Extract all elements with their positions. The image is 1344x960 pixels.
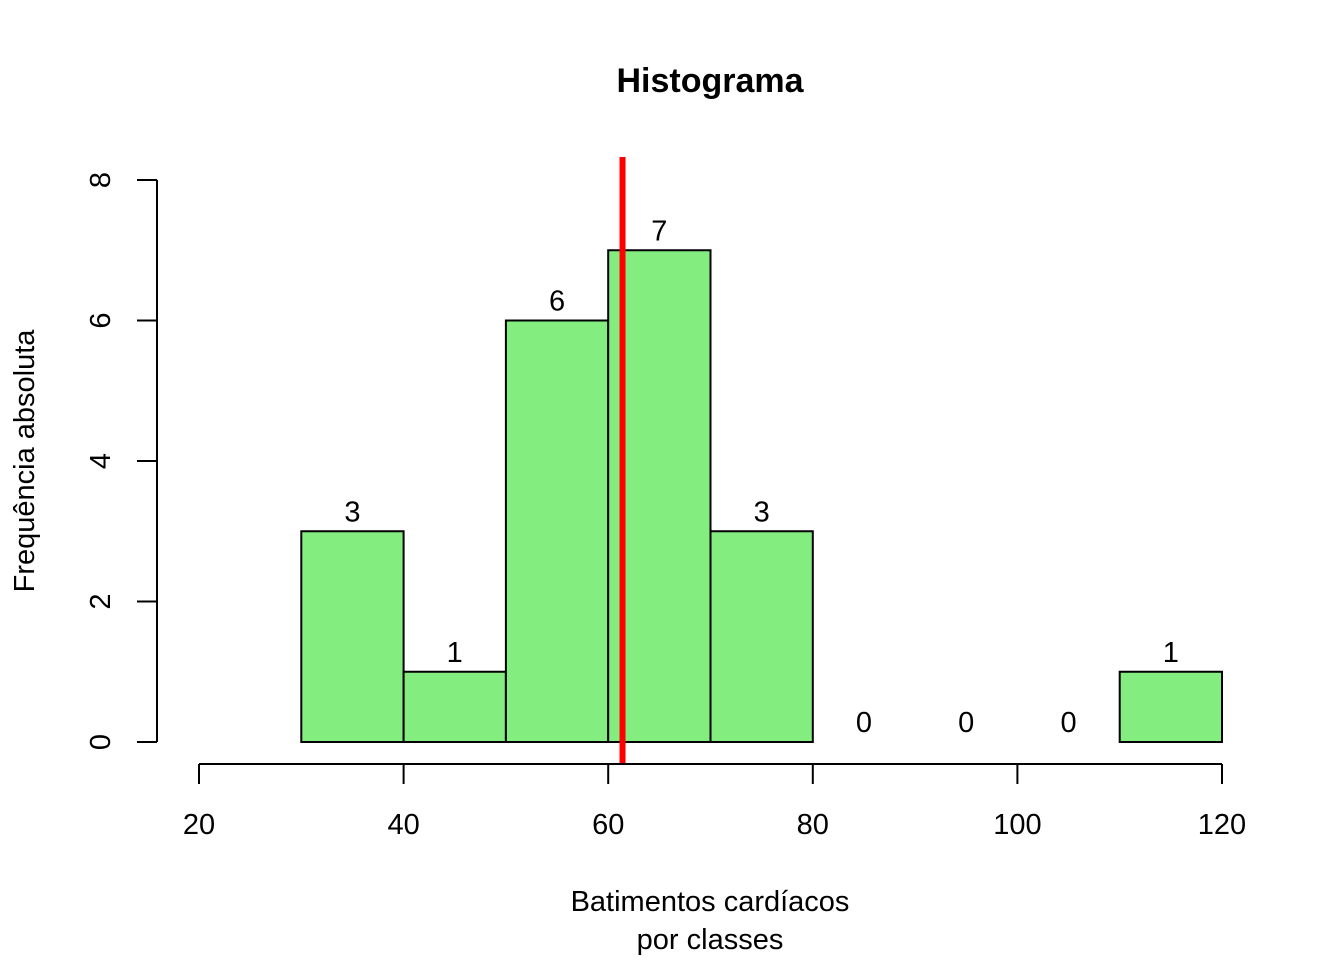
bar-count-label: 0 [1060, 707, 1076, 739]
bar-count-label: 0 [856, 707, 872, 739]
histogram-bar [1118, 670, 1223, 743]
bar-count-label: 1 [1163, 637, 1179, 669]
y-tick-label: 8 [85, 172, 117, 188]
x-tick-label: 100 [993, 809, 1041, 841]
bar-count-label: 0 [958, 707, 974, 739]
y-axis-label: Frequência absoluta [9, 329, 41, 593]
bar-count-label: 1 [447, 637, 463, 669]
x-tick-label: 80 [797, 809, 829, 841]
histogram-bar [709, 530, 814, 743]
x-tick-label: 60 [592, 809, 624, 841]
histogram-bar [402, 670, 507, 743]
x-tick-label: 120 [1198, 809, 1246, 841]
histogram-bar [300, 530, 405, 743]
x-tick-label: 20 [183, 809, 215, 841]
x-axis: 20 40 60 80 100 120 [183, 763, 1246, 841]
y-axis: 0 2 4 6 8 [85, 172, 158, 750]
bar-count-label: 7 [651, 215, 667, 247]
y-tick-label: 6 [85, 312, 117, 328]
chart-title: Histograma [616, 62, 804, 100]
x-axis-label-line-1: Batimentos cardíacos [571, 886, 850, 918]
y-tick-label: 2 [85, 593, 117, 609]
y-tick-label: 4 [85, 453, 117, 469]
bar-count-label: 6 [549, 286, 565, 318]
x-tick-label: 40 [387, 809, 419, 841]
data-labels-group: 3 1 6 7 3 0 0 0 1 [344, 215, 1179, 739]
bar-count-label: 3 [754, 496, 770, 528]
histogram-bar [504, 319, 610, 743]
x-axis-label-line-2: por classes [637, 924, 784, 956]
bar-count-label: 3 [344, 496, 360, 528]
y-tick-label: 0 [85, 734, 117, 750]
